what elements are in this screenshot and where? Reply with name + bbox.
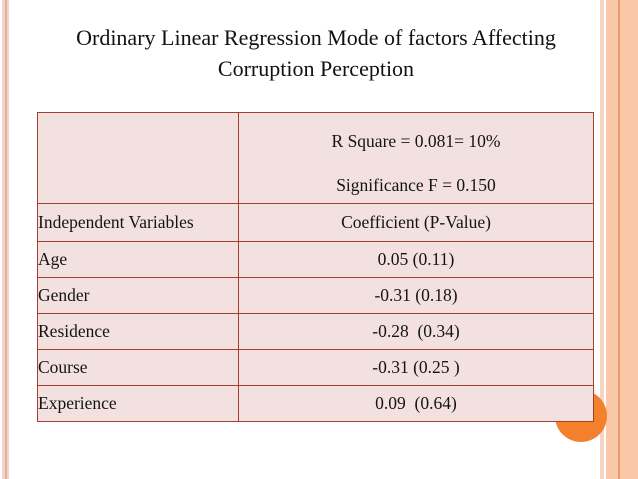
- significance-f-stat: Significance F = 0.150: [336, 174, 496, 195]
- variable-name: Residence: [37, 313, 239, 350]
- slide-title-line2: Corruption Perception: [217, 56, 415, 81]
- right-edge-stripe: [606, 0, 638, 479]
- column-header-coefficient: Coefficient (P-Value): [238, 203, 594, 242]
- variable-name: Gender: [37, 277, 239, 314]
- regression-table-container: R Square = 0.081= 10% Significance F = 0…: [37, 112, 594, 422]
- table-row: Experience 0.09 (0.64): [37, 385, 594, 422]
- table-row-stats: R Square = 0.081= 10% Significance F = 0…: [37, 112, 594, 204]
- coefficient-value: 0.09 (0.64): [238, 385, 594, 422]
- table-row: Course -0.31 (0.25 ): [37, 349, 594, 386]
- table-row-column-headers: Independent Variables Coefficient (P-Val…: [37, 203, 594, 242]
- regression-table: R Square = 0.081= 10% Significance F = 0…: [37, 112, 594, 422]
- coefficient-value: -0.31 (0.25 ): [238, 349, 594, 386]
- variable-name: Age: [37, 241, 239, 278]
- table-row: Residence -0.28 (0.34): [37, 313, 594, 350]
- coefficient-value: -0.28 (0.34): [238, 313, 594, 350]
- coefficient-value: -0.31 (0.18): [238, 277, 594, 314]
- right-thin-stripe: [600, 0, 604, 479]
- table-row: Gender -0.31 (0.18): [37, 277, 594, 314]
- slide-title-line1: Ordinary Linear Regression Mode of facto…: [76, 25, 556, 50]
- variable-name: Experience: [37, 385, 239, 422]
- empty-header-cell: [37, 112, 239, 204]
- model-stats-cell: R Square = 0.081= 10% Significance F = 0…: [238, 112, 594, 204]
- left-edge-stripe: [2, 0, 9, 479]
- variable-name: Course: [37, 349, 239, 386]
- r-square-stat: R Square = 0.081= 10%: [331, 130, 501, 151]
- right-edge-stripe-line: [618, 0, 620, 479]
- coefficient-value: 0.05 (0.11): [238, 241, 594, 278]
- slide-title: Ordinary Linear Regression Mode of facto…: [20, 22, 612, 84]
- table-row: Age 0.05 (0.11): [37, 241, 594, 278]
- column-header-variables: Independent Variables: [37, 203, 239, 242]
